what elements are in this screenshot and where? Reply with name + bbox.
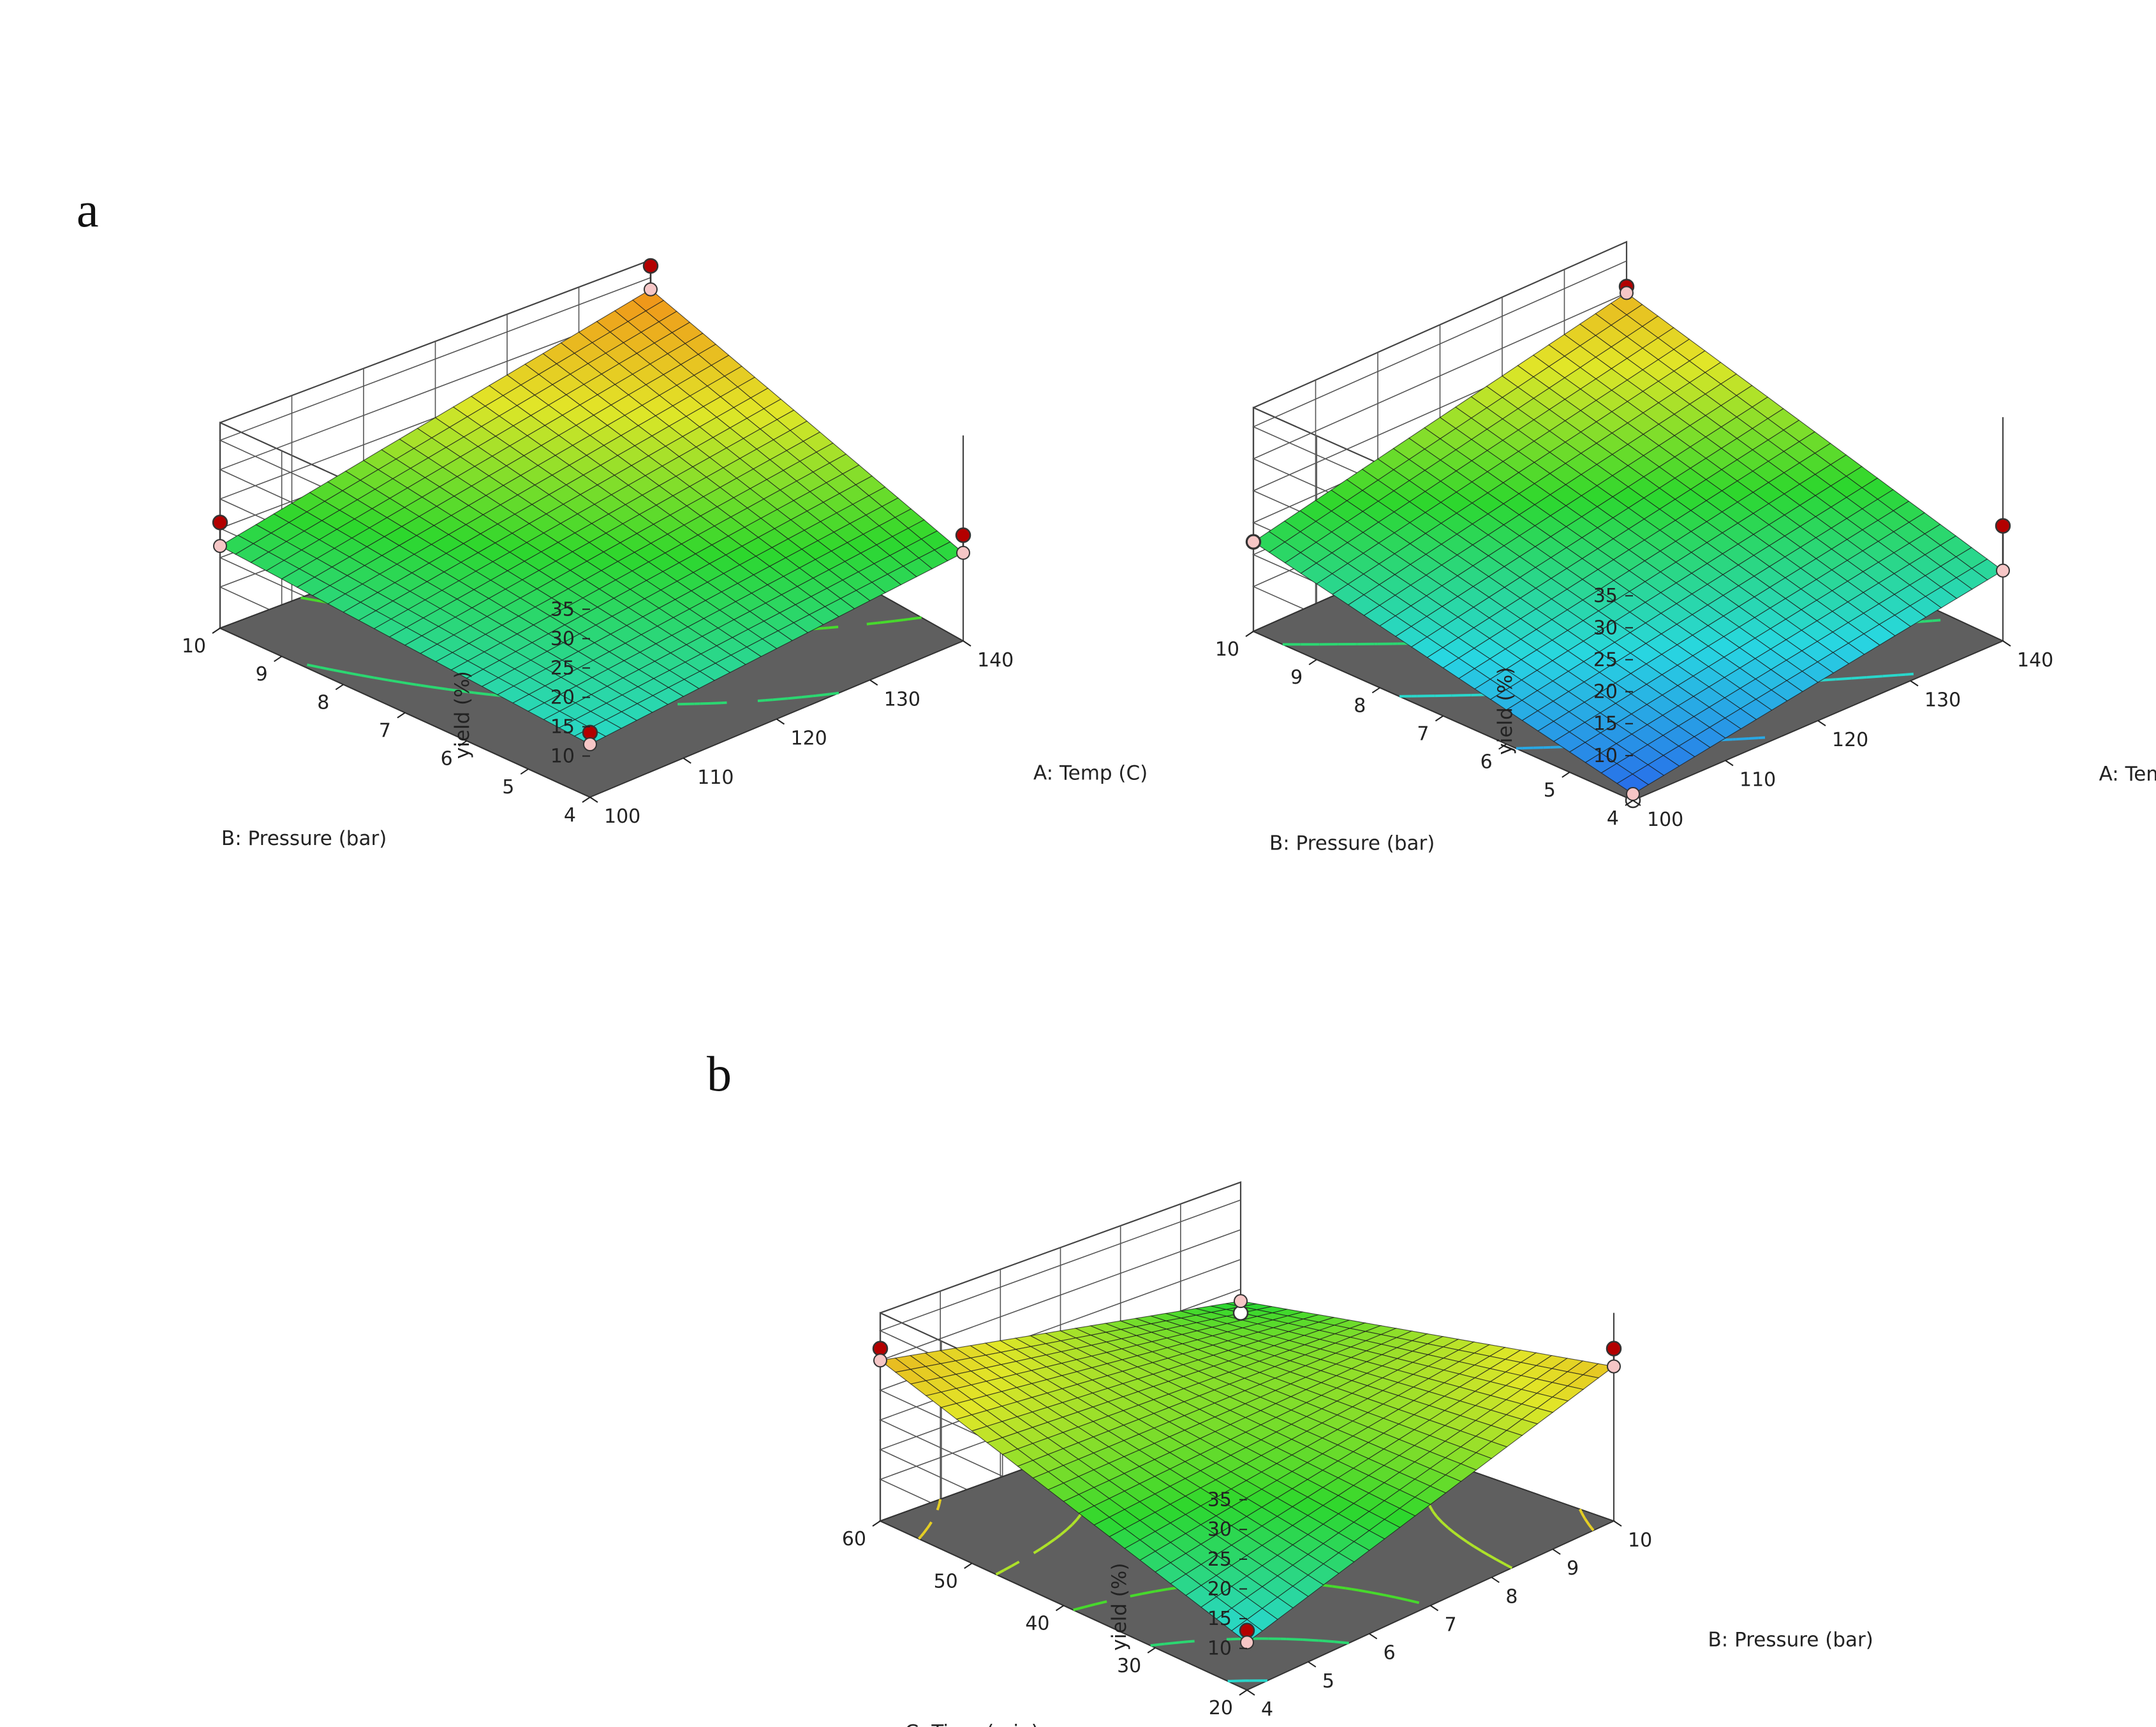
x-tick-label: 140	[2017, 649, 2053, 672]
design-points	[212, 258, 971, 752]
design-points	[1245, 279, 2011, 809]
z-tick-label: 25	[1207, 1548, 1232, 1571]
panel-label-b: b	[707, 1046, 732, 1101]
panel-label-a: a	[77, 182, 99, 237]
z-tick-label: 10	[1593, 745, 1618, 767]
y-tick-label: 9	[256, 663, 268, 686]
surface-point-3	[644, 282, 658, 297]
z-tick-label: 35	[1207, 1489, 1232, 1511]
surface-plot-a-right: 100 110 120 130 140 4 5 6 7 8 9 10 10 15 20 25 30 35 A: Te…	[1215, 240, 2156, 855]
response-surface	[879, 1300, 1615, 1643]
z-tick-label: 15	[550, 716, 575, 739]
z-tick-label: 30	[1207, 1518, 1232, 1541]
y-axis-label: B: Pressure (bar)	[1269, 832, 1435, 855]
design-point-2	[212, 515, 228, 531]
z-tick-label: 30	[550, 628, 575, 650]
y-tick-label: 10	[1215, 638, 1239, 661]
y-tick-label: 6	[1480, 751, 1493, 774]
x-axis-label: B: Pressure (bar)	[1708, 1628, 1873, 1651]
x-axis-label: A: Temp (C)	[2099, 763, 2156, 786]
y-tick-label: 9	[1290, 666, 1303, 689]
tick-labels: 100 110 120 130 140 4 5 6 7 8 9 10 10 15 20 25 30 35	[182, 598, 1014, 828]
y-axis-label: C: Time (min)	[904, 1721, 1038, 1727]
z-tick-label: 20	[1207, 1578, 1232, 1600]
y-tick-label: 60	[842, 1528, 866, 1550]
y-tick-label: 50	[934, 1570, 958, 1592]
z-axis-label: yield (%)	[451, 671, 474, 759]
y-tick-label: 10	[182, 635, 206, 658]
y-tick-label: 20	[1209, 1697, 1233, 1719]
y-tick-label: 7	[1417, 723, 1429, 746]
z-axis-label: yield (%)	[1494, 667, 1517, 755]
surface-point-0	[583, 737, 597, 752]
z-tick-label: 25	[550, 657, 575, 679]
x-tick-label: 4	[1261, 1698, 1273, 1721]
y-tick-label: 7	[379, 720, 391, 742]
x-tick-label: 120	[1832, 729, 1868, 751]
surface-point-2	[873, 1353, 887, 1368]
surface-point-2	[1246, 534, 1260, 549]
x-tick-label: 6	[1384, 1642, 1396, 1665]
surface-plot-a-left: 100 110 120 130 140 4 5 6 7 8 9 10 10 15 20 25 30 35 A: Te…	[182, 258, 1148, 850]
y-tick-label: 8	[1354, 694, 1366, 717]
tick-labels: 4 5 6 7 8 9 10 20 30 40 50 60 10 15 20 25 30 35	[842, 1489, 1652, 1721]
x-tick-label: 140	[977, 649, 1014, 672]
x-tick-label: 110	[697, 767, 734, 789]
x-tick-label: 100	[604, 805, 640, 828]
z-tick-label: 35	[1593, 585, 1618, 607]
x-tick-label: 110	[1739, 769, 1776, 791]
x-axis-label: A: Temp (C)	[1033, 762, 1148, 785]
z-tick-label: 20	[1593, 681, 1618, 703]
z-tick-label: 10	[550, 746, 575, 768]
x-tick-label: 8	[1505, 1585, 1517, 1608]
y-tick-label: 4	[564, 804, 576, 827]
x-tick-label: 10	[1628, 1529, 1652, 1552]
z-tick-label: 15	[1593, 713, 1618, 735]
x-tick-label: 130	[884, 688, 920, 710]
z-tick-label: 10	[1207, 1638, 1232, 1660]
z-tick-label: 15	[1207, 1608, 1232, 1630]
surface-point-1	[1607, 1359, 1621, 1374]
y-tick-label: 6	[441, 748, 453, 770]
x-tick-label: 130	[1924, 689, 1961, 712]
surface-point-3	[1234, 1294, 1248, 1309]
x-tick-label: 9	[1567, 1557, 1579, 1580]
response-surface	[219, 289, 964, 745]
z-axis-label: yield (%)	[1108, 1563, 1131, 1651]
surface-point-3	[1620, 286, 1634, 300]
x-tick-label: 7	[1445, 1614, 1457, 1636]
design-points	[872, 1294, 1622, 1650]
surface-point-0	[1240, 1635, 1254, 1650]
x-tick-label: 5	[1322, 1670, 1334, 1693]
x-tick-label: 100	[1647, 809, 1683, 831]
surface-point-2	[213, 539, 227, 554]
z-tick-label: 30	[1593, 617, 1618, 639]
design-point-1	[955, 527, 971, 543]
design-point-1	[1995, 518, 2011, 534]
design-point-1	[1606, 1341, 1622, 1356]
z-tick-label: 25	[1593, 649, 1618, 671]
z-tick-label: 20	[550, 686, 575, 709]
tick-labels: 100 110 120 130 140 4 5 6 7 8 9 10 10 15 20 25 30 35	[1215, 585, 2053, 831]
z-tick-label: 35	[550, 598, 575, 621]
y-tick-label: 4	[1607, 807, 1619, 830]
design-point-3	[642, 258, 659, 274]
y-tick-label: 8	[317, 691, 329, 714]
y-tick-label: 40	[1025, 1613, 1049, 1635]
surface-point-0	[1626, 786, 1640, 801]
y-tick-label: 30	[1117, 1655, 1141, 1677]
y-tick-label: 5	[1544, 779, 1556, 802]
response-surface	[1253, 292, 2004, 795]
surface-point-1	[956, 545, 970, 560]
surface-point-1	[1996, 563, 2010, 578]
x-tick-label: 120	[791, 728, 827, 750]
surface-plot-b: 4 5 6 7 8 9 10 20 30 40 50 60 10 15 20 25 30 35 B: Pressur…	[842, 1181, 1873, 1727]
y-axis-label: B: Pressure (bar)	[221, 827, 387, 850]
y-tick-label: 5	[502, 776, 514, 798]
